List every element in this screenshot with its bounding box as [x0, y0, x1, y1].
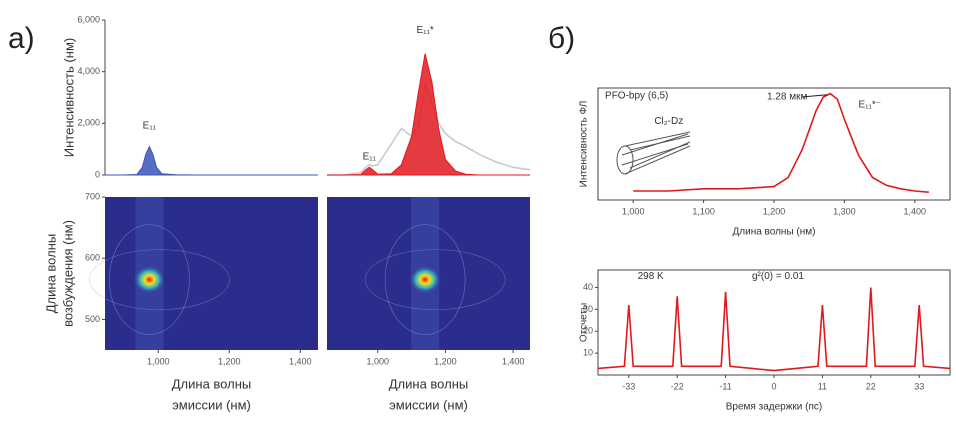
annotation-arrow — [802, 94, 827, 98]
x-tick-label: -11 — [719, 381, 731, 391]
y-tick-label: 30 — [583, 304, 593, 314]
area — [105, 145, 318, 176]
x-tick-label: 1,200 — [218, 356, 241, 366]
hotspot — [409, 265, 442, 294]
y-axis-label: Интенсивность (нм) — [61, 38, 76, 157]
panel-label: б) — [548, 22, 575, 55]
annotation: E₁₁ — [143, 121, 157, 132]
x-tick-label: 1,100 — [692, 206, 715, 216]
y-tick-label: 2,000 — [77, 118, 100, 128]
x-tick-label: 1,200 — [763, 206, 786, 216]
x-tick-label: 1,000 — [366, 356, 389, 366]
annotation: 1.28 мкм — [767, 92, 807, 103]
plot-frame — [597, 87, 951, 201]
x-tick-label: 1,200 — [434, 356, 457, 366]
plot-frame — [597, 269, 951, 376]
x-axis-label: эмиссии (нм) — [172, 397, 251, 412]
x-tick-label: 11 — [818, 381, 827, 391]
x-tick-label: 33 — [914, 381, 924, 391]
y-tick-label: 4,000 — [77, 66, 100, 76]
x-tick-label: 0 — [771, 381, 776, 391]
x-axis-label: Длина волны (нм) — [733, 227, 816, 238]
area — [327, 53, 530, 176]
x-tick-label: -22 — [671, 381, 684, 391]
y-axis-label: возбуждения (нм) — [60, 220, 75, 327]
line — [633, 92, 929, 193]
x-tick-label: 1,400 — [289, 356, 312, 366]
y-axis-label: Отсчеты — [579, 303, 590, 342]
x-tick-label: 22 — [866, 381, 876, 391]
x-axis-label: эмиссии (нм) — [389, 397, 468, 412]
contour — [364, 249, 506, 310]
annotation: 298 K — [638, 271, 664, 282]
contour — [109, 224, 190, 335]
annotation: g²(0) = 0.01 — [752, 271, 804, 282]
line — [597, 287, 951, 372]
x-tick-label: 1,000 — [147, 356, 170, 366]
y-tick-label: 0 — [95, 169, 100, 179]
nanotube-icon — [616, 131, 691, 175]
y-axis-label: Длина волны — [43, 234, 58, 314]
annotation: E₁₁ — [363, 152, 377, 163]
annotation: E₁₁*⁻ — [858, 99, 881, 110]
x-axis-label: Время задержки (пс) — [726, 402, 822, 413]
y-tick-label: 20 — [583, 326, 593, 336]
y-tick-label: 500 — [85, 314, 100, 324]
y-axis-label: Интенсивность ФЛ — [579, 101, 590, 188]
hotspot — [133, 265, 166, 294]
annotation: Cl₂-Dz — [654, 116, 683, 127]
x-axis-label: Длина волны — [172, 376, 252, 391]
annotation: E₁₁* — [416, 25, 433, 36]
y-tick-label: 600 — [85, 253, 100, 263]
x-tick-label: 1,400 — [502, 356, 525, 366]
x-tick-label: -33 — [622, 381, 635, 391]
y-tick-label: 700 — [85, 191, 100, 201]
annotation: PFO-bpy (6,5) — [605, 90, 668, 101]
y-tick-label: 6,000 — [77, 14, 100, 24]
y-tick-label: 40 — [583, 282, 593, 292]
x-tick-label: 1,300 — [833, 206, 856, 216]
x-tick-label: 1,400 — [904, 206, 927, 216]
panel-label: а) — [8, 22, 35, 55]
contour — [89, 249, 230, 310]
x-tick-label: 1,000 — [622, 206, 645, 216]
y-tick-label: 10 — [583, 348, 593, 358]
x-axis-label: Длина волны — [389, 376, 469, 391]
contour — [384, 224, 466, 335]
